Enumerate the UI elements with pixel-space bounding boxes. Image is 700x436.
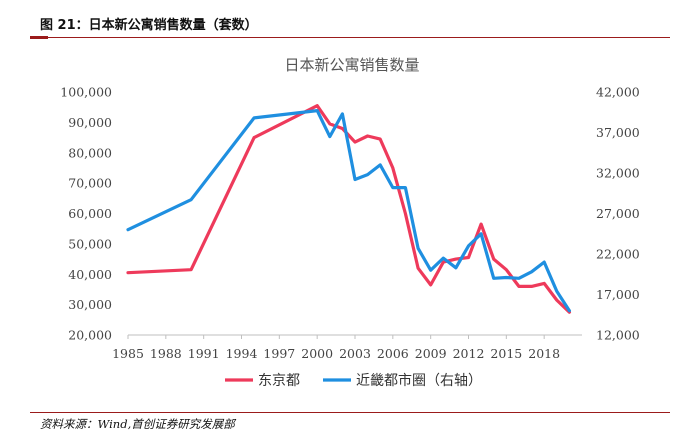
y-left-tick-label: 30,000 bbox=[68, 297, 112, 312]
y-right-tick-label: 17,000 bbox=[596, 287, 640, 302]
y-right-tick-label: 27,000 bbox=[596, 206, 640, 221]
x-tick-label: 2009 bbox=[415, 346, 447, 361]
x-tick-label: 2003 bbox=[339, 346, 371, 361]
legend: 东京都 近畿都市圈（右轴） bbox=[225, 372, 482, 389]
x-tick-label: 1985 bbox=[112, 346, 144, 361]
x-tick-label: 1988 bbox=[150, 346, 182, 361]
x-tick-label: 2015 bbox=[490, 346, 522, 361]
y-left-tick-label: 100,000 bbox=[60, 85, 112, 100]
y-left-tick-label: 20,000 bbox=[68, 328, 112, 343]
x-tick-label: 2000 bbox=[301, 346, 333, 361]
chart-title: 日本新公寓销售数量 bbox=[284, 56, 419, 74]
figure-title: 图 21：日本新公寓销售数量（套数） bbox=[40, 18, 258, 33]
footer-rule bbox=[30, 412, 670, 413]
y-left-tick-label: 60,000 bbox=[68, 206, 112, 221]
x-tick-label: 2006 bbox=[377, 346, 409, 361]
y-left-tick-label: 50,000 bbox=[68, 236, 112, 251]
y-left-tick-label: 90,000 bbox=[68, 115, 112, 130]
series-line-tokyo bbox=[126, 104, 572, 314]
x-tick-label: 1994 bbox=[226, 346, 258, 361]
legend-label: 东京都 bbox=[258, 373, 300, 389]
axes: 1985 1988 1991 1994 1997 2000 2003 2006 2009 2012… bbox=[60, 85, 639, 362]
y-left-tick-label: 70,000 bbox=[68, 176, 112, 191]
y-left-tick-label: 40,000 bbox=[68, 267, 112, 282]
y-left-tick-label: 80,000 bbox=[68, 145, 112, 160]
y-right-tick-label: 12,000 bbox=[596, 328, 640, 343]
x-tick-label: 1997 bbox=[263, 346, 295, 361]
y-right-tick-label: 37,000 bbox=[596, 125, 640, 140]
y-right-tick-label: 42,000 bbox=[596, 85, 640, 100]
source-note: 资料来源：Wind,首创证券研究发展部 bbox=[40, 417, 235, 431]
series-lines bbox=[126, 104, 572, 314]
report-header: 图 21：日本新公寓销售数量（套数） bbox=[30, 14, 670, 39]
legend-label: 近畿都市圈（右轴） bbox=[356, 372, 482, 389]
x-tick-label: 2018 bbox=[528, 346, 560, 361]
header-rule bbox=[30, 37, 670, 38]
series-line-kinki bbox=[126, 108, 572, 313]
x-tick-label: 1991 bbox=[188, 346, 220, 361]
header-rule-accent bbox=[30, 36, 48, 39]
y-right-tick-label: 22,000 bbox=[596, 247, 640, 262]
y-right-tick-label: 32,000 bbox=[596, 166, 640, 181]
x-tick-label: 2012 bbox=[453, 346, 485, 361]
